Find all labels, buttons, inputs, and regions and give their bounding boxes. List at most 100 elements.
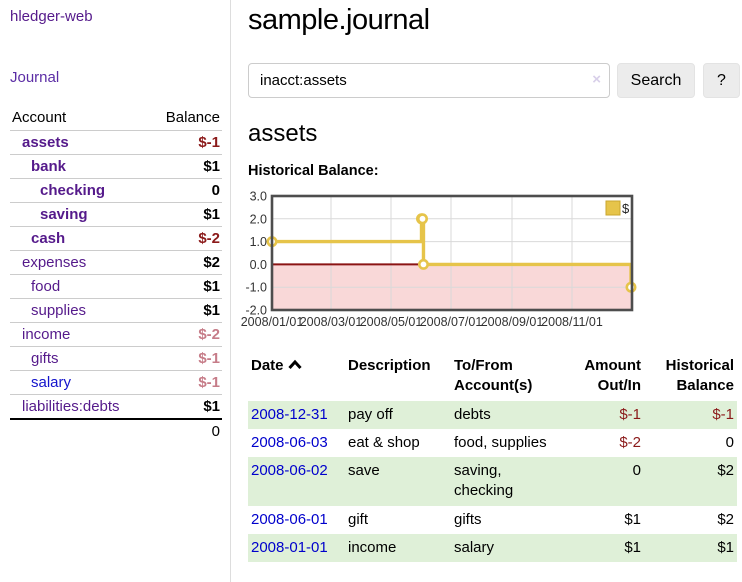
account-name-cell: assets — [10, 130, 150, 155]
y-axis-tick-label: 1.0 — [250, 235, 267, 249]
account-name-cell: income — [10, 322, 150, 347]
register-col-label: Description — [348, 357, 431, 374]
transaction-date-link[interactable]: 2008-06-03 — [251, 433, 328, 451]
page-title: sample.journal — [248, 4, 430, 36]
account-row: expenses $2 — [10, 250, 222, 275]
account-link-gifts[interactable]: gifts — [31, 350, 59, 367]
account-link-income[interactable]: income — [22, 326, 71, 343]
account-link-salary[interactable]: salary — [31, 374, 72, 391]
sidebar-item-journal[interactable]: Journal — [10, 69, 60, 86]
search-input[interactable] — [248, 63, 610, 98]
account-link-cash[interactable]: cash — [31, 230, 66, 247]
transaction-accounts: food, supplies — [454, 433, 547, 451]
register-col-label: Historical Balance — [665, 357, 734, 395]
transaction-row: 2008-01-01 income salary $1 $1 — [248, 533, 737, 562]
register-col-label: To/From Account(s) — [454, 357, 533, 395]
transaction-date-cell: 2008-12-31 — [248, 401, 345, 429]
accounts-total-spacer — [10, 418, 150, 443]
transaction-accounts: debts — [454, 405, 491, 423]
clear-search-icon[interactable]: × — [592, 71, 601, 88]
account-balance: $1 — [149, 394, 222, 419]
x-axis-tick-label: 2008/09/01 — [481, 315, 544, 329]
transaction-date-cell: 2008-06-01 — [248, 506, 345, 534]
account-row: saving $1 — [10, 202, 222, 227]
x-axis-tick-label: 2008/07/01 — [420, 315, 483, 329]
account-name-cell: liabilities:debts — [10, 394, 150, 419]
search-form: × Search ? — [248, 63, 740, 98]
transaction-row: 2008-06-03 eat & shop food, supplies $-2 0 — [248, 429, 737, 457]
transaction-accounts: gifts — [454, 510, 482, 528]
transaction-amount: $-1 — [619, 405, 641, 423]
accounts-total-value: 0 — [149, 418, 222, 443]
transaction-description: save — [348, 462, 380, 479]
account-row: liabilities:debts $1 — [10, 394, 222, 419]
accounts-header-balance: Balance — [165, 109, 220, 126]
transaction-date-cell: 2008-06-02 — [248, 457, 345, 506]
account-name-cell: checking — [10, 178, 150, 203]
register-col-historical[interactable]: Historical Balance — [644, 354, 737, 401]
account-row: food $1 — [10, 274, 222, 299]
register-col-date[interactable]: Date — [248, 354, 345, 401]
account-row: checking 0 — [10, 178, 222, 203]
help-button[interactable]: ? — [703, 63, 740, 98]
account-link-checking[interactable]: checking — [40, 182, 106, 199]
x-axis-tick-label: 2008/03/01 — [300, 315, 363, 329]
y-axis-tick-label: 2.0 — [250, 212, 267, 226]
account-link-supplies[interactable]: supplies — [31, 302, 87, 319]
account-link-expenses[interactable]: expenses — [22, 254, 87, 271]
register-col-label: Amount Out/In — [584, 357, 641, 395]
account-row: supplies $1 — [10, 298, 222, 323]
account-balance: $-2 — [149, 226, 222, 251]
historical-balance-chart: $3.0 2.0 1.0 0.0 -1.0 -2.02008/01/012008/03/0… — [241, 190, 637, 329]
y-axis-tick-label: 0.0 — [250, 258, 267, 272]
account-balance: $-1 — [149, 130, 222, 155]
legend-swatch — [605, 200, 621, 216]
transaction-date-link[interactable]: 2008-01-01 — [251, 538, 328, 556]
chart-data-point — [416, 213, 428, 225]
register-header-row: Date Description To/From Account(s) Amount … — [248, 354, 737, 401]
register-table: Date Description To/From Account(s) Amount … — [248, 354, 737, 562]
transaction-row: 2008-06-02 save saving, checking 0 $2 — [248, 457, 737, 506]
y-axis-tick-label: 3.0 — [250, 190, 267, 204]
transaction-date-link[interactable]: 2008-06-02 — [251, 462, 328, 479]
brand-link[interactable]: hledger-web — [10, 8, 93, 25]
account-name-cell: supplies — [10, 298, 150, 323]
transaction-balance: 0 — [725, 433, 734, 451]
account-link-liabilities:debts[interactable]: liabilities:debts — [22, 398, 120, 415]
account-link-bank[interactable]: bank — [31, 158, 67, 175]
account-link-food[interactable]: food — [31, 278, 61, 295]
transaction-date-link[interactable]: 2008-06-01 — [251, 510, 328, 528]
account-balance: $-1 — [149, 346, 222, 371]
search-button[interactable]: Search — [617, 63, 695, 98]
transaction-amount: $1 — [624, 510, 641, 528]
register-col-amount[interactable]: Amount Out/In — [567, 354, 644, 401]
accounts-total-row: 0 — [10, 418, 222, 443]
chart-data-point — [417, 258, 429, 270]
account-balance: $2 — [149, 250, 222, 275]
register-col-tofrom[interactable]: To/From Account(s) — [451, 354, 567, 401]
account-link-saving[interactable]: saving — [40, 206, 88, 223]
transaction-balance: $2 — [717, 510, 734, 528]
account-link-assets[interactable]: assets — [22, 134, 69, 151]
account-name-cell: gifts — [10, 346, 150, 371]
transaction-description: gift — [348, 510, 369, 528]
accounts-header-row: Account Balance — [10, 107, 222, 131]
sort-ascending-icon[interactable] — [287, 359, 302, 370]
main-content: sample.journal × Search ? assets Histori… — [231, 0, 742, 562]
account-row: assets $-1 — [10, 130, 222, 155]
account-balance: $1 — [149, 298, 222, 323]
chart-frame — [270, 194, 634, 312]
transaction-amount: $1 — [624, 538, 641, 556]
account-balance: $-1 — [149, 370, 222, 395]
y-axis-tick-label: -1.0 — [245, 281, 267, 295]
transaction-accounts: salary — [454, 538, 495, 556]
transaction-date-link[interactable]: 2008-12-31 — [251, 405, 328, 423]
transaction-balance: $-1 — [712, 405, 734, 423]
account-row: cash $-2 — [10, 226, 222, 251]
transaction-date-cell: 2008-06-03 — [248, 429, 345, 457]
account-name-cell: cash — [10, 226, 150, 251]
account-balance: $1 — [149, 202, 222, 227]
register-col-description[interactable]: Description — [345, 354, 451, 401]
transaction-row: 2008-06-01 gift gifts $1 $2 — [248, 506, 737, 534]
transaction-balance: $2 — [717, 462, 734, 479]
